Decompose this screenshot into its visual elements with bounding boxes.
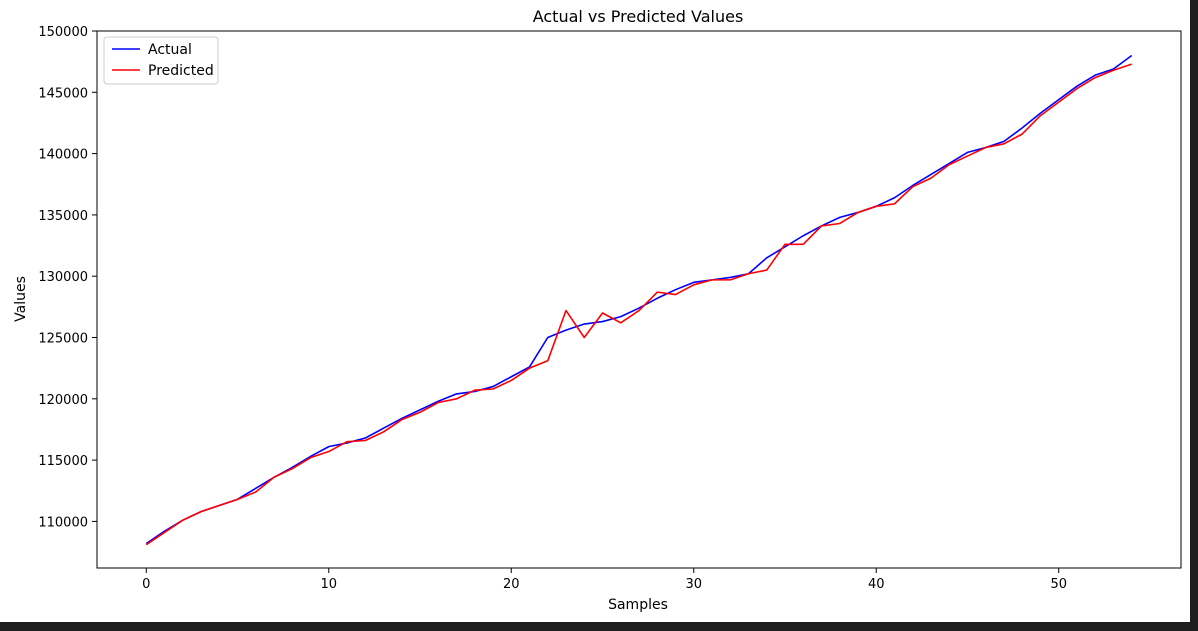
line-chart: Actual vs Predicted Values 0 10 20 30 40 50 11… (13, 7, 1182, 613)
x-tick-label: 10 (320, 577, 337, 592)
y-tick-label: 110000 (38, 515, 88, 530)
figure: Actual vs Predicted Values 0 10 20 30 40 50 11… (0, 0, 1190, 622)
legend-label-predicted: Predicted (148, 63, 214, 79)
plot-frame (96, 30, 1182, 569)
chart-title: Actual vs Predicted Values (533, 7, 744, 26)
series-line-predicted (145, 63, 1132, 546)
x-tick-label: 30 (685, 577, 702, 592)
y-tick-label: 150000 (38, 25, 88, 40)
legend-label-actual: Actual (148, 42, 192, 58)
series-line-actual (145, 54, 1133, 545)
x-tick-label: 20 (503, 577, 520, 592)
y-tick-label: 140000 (38, 148, 88, 163)
x-tick-label: 0 (142, 577, 150, 592)
y-tick-label: 145000 (38, 86, 88, 101)
y-tick-label: 120000 (38, 393, 88, 408)
plot-area: 0 10 20 30 40 50 110000 115000 120000 125000 13000… (38, 25, 1182, 592)
x-axis-label: Samples (608, 597, 668, 613)
x-tick-label: 40 (868, 577, 885, 592)
y-tick-label: 125000 (38, 332, 88, 347)
y-tick-label: 135000 (38, 209, 88, 224)
x-tick-label: 50 (1050, 577, 1067, 592)
y-tick-label: 115000 (38, 454, 88, 469)
y-tick-label: 130000 (38, 270, 88, 285)
y-axis-label: Values (13, 276, 29, 322)
